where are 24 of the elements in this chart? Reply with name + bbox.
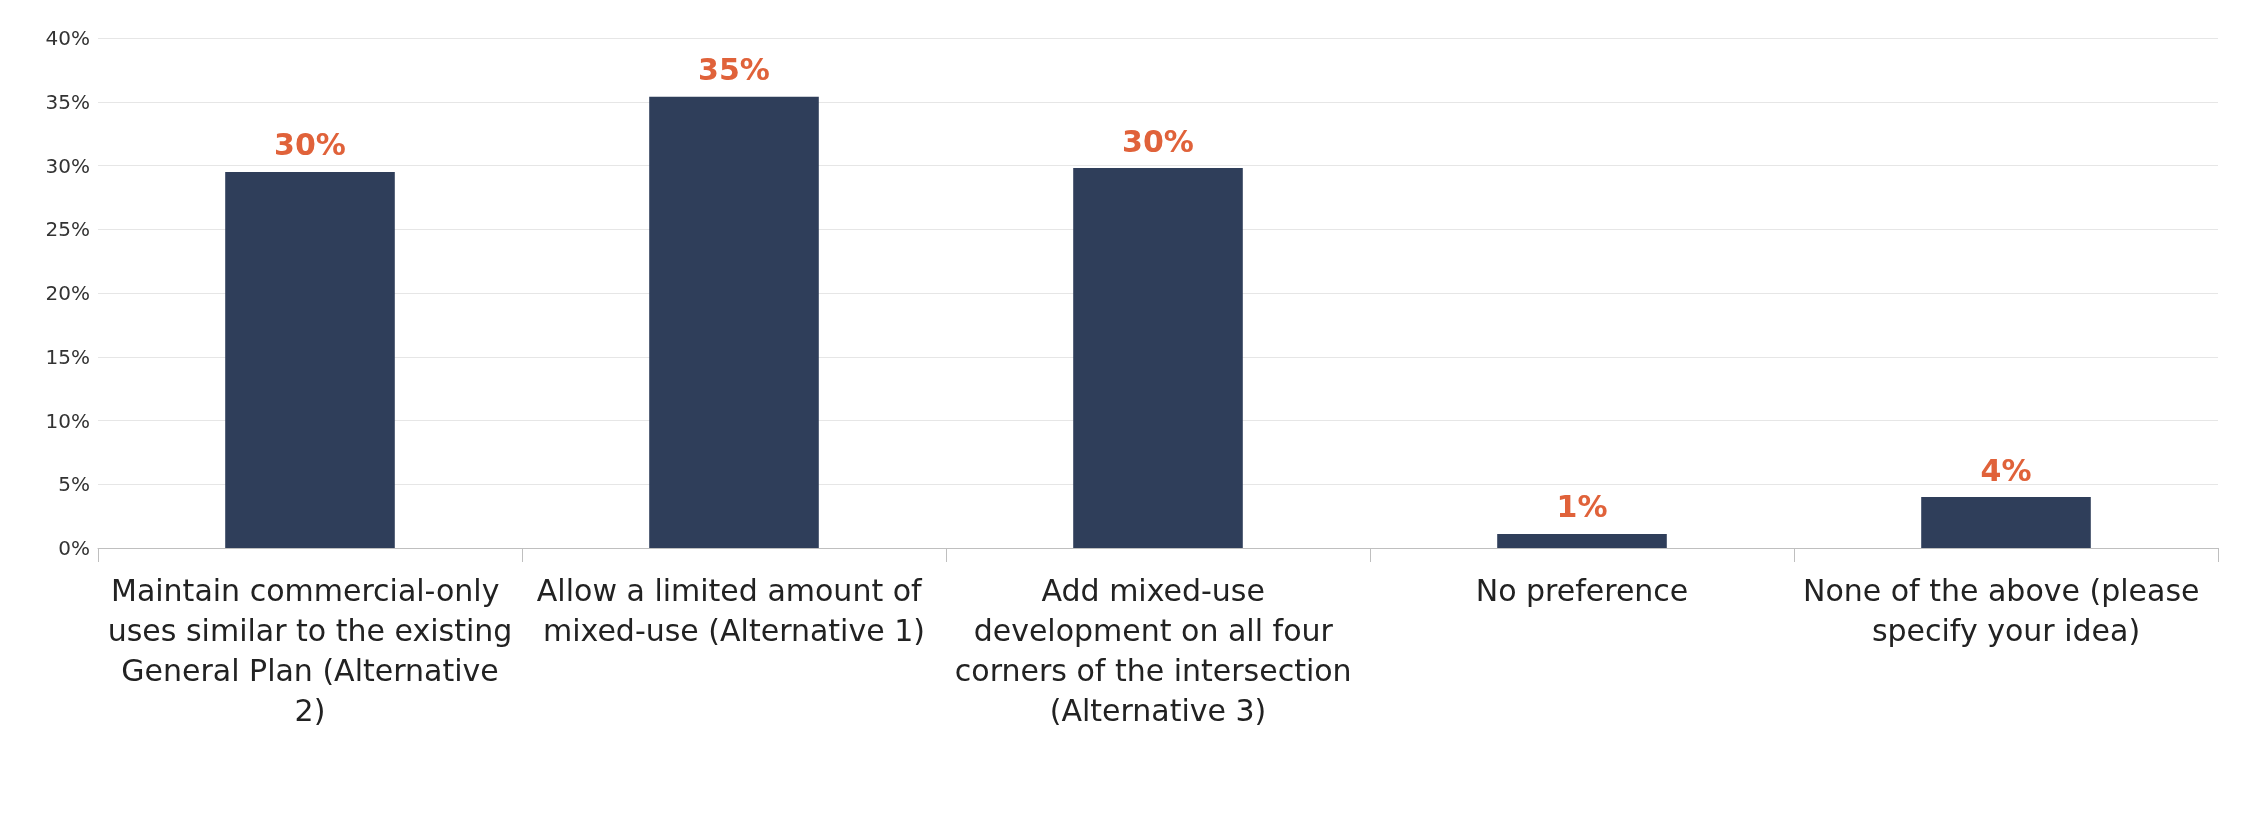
x-tick-label: Allow a limited amount of mixed-use (Alternative 1) (536, 572, 932, 648)
x-tick-label: None of the above (please specify your idea) (1802, 572, 2210, 648)
y-tick-label: 15% (45, 344, 90, 369)
bar (1073, 168, 1243, 548)
data-label: 30% (1122, 123, 1194, 159)
x-tick-label: Add mixed-use development on all four corners of the intersection (Alternative 3) (954, 572, 1362, 728)
y-tick-label: 5% (58, 472, 90, 497)
y-tick-label: 20% (45, 281, 90, 305)
bar (1497, 533, 1667, 548)
y-tick-label: 40% (45, 26, 90, 50)
x-tick-label: No preference (1475, 572, 1689, 608)
y-tick-label: 0% (58, 536, 90, 560)
data-label: 1% (1556, 489, 1608, 525)
data-label: 35% (698, 52, 770, 88)
x-tick-label: Maintain commercial-only uses similar to the existing General Plan (Alternative 2) (107, 572, 513, 728)
bar (649, 96, 819, 548)
bar (1921, 497, 2091, 548)
data-label: 30% (274, 127, 346, 163)
bar (225, 171, 395, 548)
data-label: 4% (1980, 452, 2032, 488)
y-tick-label: 25% (45, 217, 90, 242)
y-tick-label: 30% (45, 153, 90, 178)
y-tick-label: 35% (45, 89, 90, 114)
y-tick-label: 10% (45, 408, 90, 433)
